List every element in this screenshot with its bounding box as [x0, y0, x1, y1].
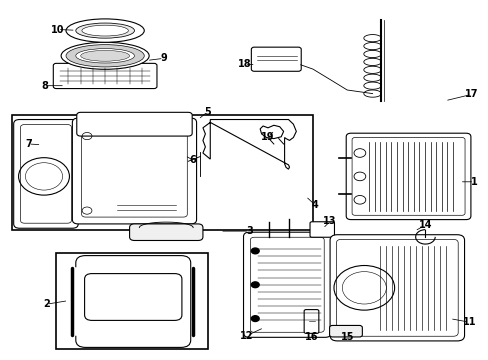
Text: 15: 15: [340, 332, 353, 342]
Text: 4: 4: [311, 200, 318, 210]
FancyBboxPatch shape: [329, 235, 464, 341]
Text: 2: 2: [43, 299, 50, 309]
FancyBboxPatch shape: [77, 112, 192, 136]
Text: 1: 1: [470, 177, 477, 187]
Polygon shape: [203, 120, 296, 169]
FancyBboxPatch shape: [351, 138, 464, 215]
Text: 18: 18: [237, 59, 251, 69]
Circle shape: [251, 248, 259, 254]
Ellipse shape: [76, 23, 134, 38]
Ellipse shape: [66, 19, 144, 42]
Text: 16: 16: [305, 332, 318, 342]
Ellipse shape: [82, 25, 128, 36]
Bar: [56, 253, 207, 349]
FancyBboxPatch shape: [251, 47, 301, 71]
Text: 17: 17: [464, 89, 478, 99]
Ellipse shape: [61, 42, 149, 69]
Text: 9: 9: [160, 53, 167, 63]
Text: 12: 12: [240, 330, 253, 341]
Text: 7: 7: [25, 139, 32, 149]
FancyBboxPatch shape: [336, 239, 457, 336]
Ellipse shape: [81, 50, 129, 61]
Text: 19: 19: [261, 132, 274, 142]
FancyBboxPatch shape: [250, 237, 324, 332]
FancyBboxPatch shape: [84, 274, 182, 320]
Text: 5: 5: [204, 107, 211, 117]
FancyBboxPatch shape: [346, 133, 470, 220]
FancyBboxPatch shape: [14, 120, 78, 228]
Bar: [12, 115, 312, 230]
FancyBboxPatch shape: [76, 256, 190, 347]
FancyBboxPatch shape: [309, 222, 334, 237]
Text: 10: 10: [51, 24, 64, 35]
FancyBboxPatch shape: [53, 63, 157, 89]
Text: 8: 8: [41, 81, 48, 91]
Text: 14: 14: [418, 220, 431, 230]
FancyBboxPatch shape: [243, 232, 330, 337]
Ellipse shape: [66, 45, 144, 67]
FancyBboxPatch shape: [129, 224, 203, 240]
FancyBboxPatch shape: [20, 125, 71, 223]
Text: 11: 11: [462, 317, 475, 327]
FancyBboxPatch shape: [72, 118, 196, 224]
Text: 13: 13: [323, 216, 336, 226]
Circle shape: [251, 316, 259, 321]
Text: 6: 6: [189, 155, 196, 165]
Ellipse shape: [76, 49, 134, 63]
FancyBboxPatch shape: [329, 325, 362, 337]
Circle shape: [251, 282, 259, 288]
FancyBboxPatch shape: [81, 125, 187, 217]
Polygon shape: [260, 125, 283, 139]
FancyBboxPatch shape: [304, 310, 318, 333]
Text: 3: 3: [245, 226, 252, 236]
